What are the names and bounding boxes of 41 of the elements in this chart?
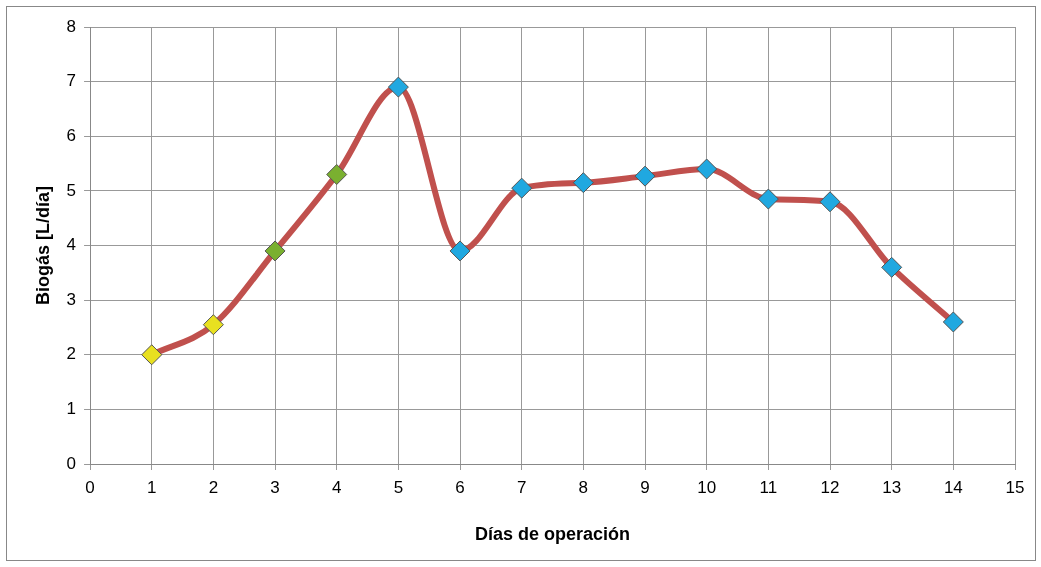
- x-tick-label: 3: [270, 477, 280, 497]
- x-tick-label: 5: [393, 477, 404, 497]
- x-tick-label: 12: [820, 477, 840, 497]
- x-tick-label: 1: [146, 477, 157, 497]
- y-tick-label: 3: [66, 289, 77, 309]
- x-tick-label: 9: [640, 477, 650, 497]
- point: [634, 165, 656, 187]
- y-tick-label: 1: [66, 399, 77, 419]
- x-axis-title: Días de operación: [475, 524, 631, 545]
- point: [572, 172, 594, 194]
- x-tick-label: 10: [697, 477, 717, 497]
- x-tick-label: 0: [85, 477, 95, 497]
- y-tick-label: 7: [66, 71, 77, 91]
- x-tick-label: 14: [943, 477, 963, 497]
- x-tick-label: 7: [516, 477, 527, 497]
- x-tick-label: 4: [331, 477, 342, 497]
- x-tick-label: 2: [208, 477, 219, 497]
- point: [141, 344, 163, 366]
- y-tick-label: 5: [66, 180, 77, 200]
- point: [696, 158, 718, 180]
- point: [449, 240, 471, 262]
- point: [202, 314, 224, 336]
- x-tick-label: 15: [1005, 477, 1025, 497]
- point: [387, 76, 409, 98]
- y-tick-label: 6: [66, 125, 77, 145]
- y-axis-title: Biogás [L/día]: [32, 185, 53, 306]
- x-tick-label: 13: [882, 477, 902, 497]
- x-tick-label: 6: [455, 477, 465, 497]
- y-tick-label: 8: [66, 16, 77, 36]
- point: [757, 188, 779, 210]
- point: [942, 311, 964, 333]
- point: [881, 256, 903, 278]
- point: [511, 177, 533, 199]
- y-tick-label: 2: [66, 344, 77, 364]
- x-tick-label: 8: [578, 477, 589, 497]
- point: [819, 191, 841, 213]
- y-tick-label: 0: [66, 453, 77, 473]
- point: [326, 163, 348, 185]
- x-tick-label: 11: [759, 477, 778, 497]
- point: [264, 240, 286, 262]
- y-tick-label: 4: [66, 235, 77, 255]
